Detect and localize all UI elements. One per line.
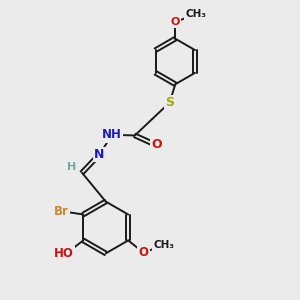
Text: O: O bbox=[152, 138, 162, 151]
Text: H: H bbox=[67, 162, 76, 172]
Text: NH: NH bbox=[102, 128, 122, 141]
Text: CH₃: CH₃ bbox=[153, 240, 174, 250]
Text: Br: Br bbox=[54, 205, 69, 218]
Text: S: S bbox=[165, 96, 174, 109]
Text: CH₃: CH₃ bbox=[185, 9, 206, 19]
Text: O: O bbox=[138, 246, 148, 259]
Text: N: N bbox=[94, 148, 105, 161]
Text: O: O bbox=[171, 17, 180, 27]
Text: HO: HO bbox=[54, 247, 74, 260]
